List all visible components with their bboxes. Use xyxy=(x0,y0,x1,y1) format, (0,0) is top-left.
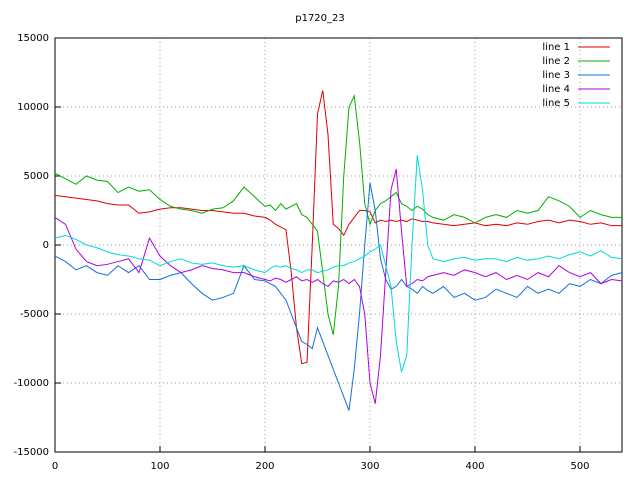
x-tick-label: 100 xyxy=(150,461,169,472)
x-tick-label: 200 xyxy=(255,461,274,472)
y-tick-label: 5000 xyxy=(24,171,49,182)
y-tick-label: 15000 xyxy=(17,33,49,44)
legend-label: line 3 xyxy=(542,70,570,81)
y-tick-label: -5000 xyxy=(20,309,49,320)
chart-title: p1720_23 xyxy=(295,13,345,24)
plot-frame xyxy=(54,37,623,453)
line-series xyxy=(54,155,623,373)
legend-label: line 4 xyxy=(542,84,570,95)
y-tick-label: -10000 xyxy=(14,378,49,389)
x-tick-label: 0 xyxy=(52,461,58,472)
y-tick-label: 10000 xyxy=(17,102,49,113)
y-tick-label: 0 xyxy=(43,240,49,251)
x-tick-label: 300 xyxy=(360,461,379,472)
line-series xyxy=(54,182,623,411)
line-series xyxy=(54,94,622,335)
legend-label: line 1 xyxy=(542,42,570,53)
y-tick-label: -15000 xyxy=(14,447,49,458)
legend-label: line 2 xyxy=(542,56,570,67)
line-series xyxy=(54,168,623,404)
x-tick-label: 400 xyxy=(465,461,484,472)
x-tick-label: 500 xyxy=(570,461,589,472)
legend-label: line 5 xyxy=(542,98,570,109)
